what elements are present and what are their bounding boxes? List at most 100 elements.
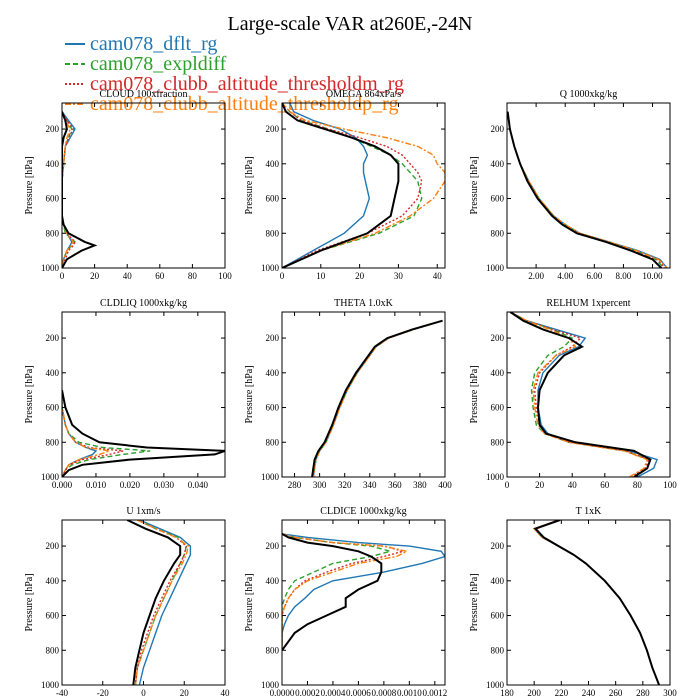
panel: RELHUM 1xpercent Pressure [hPa] 0 20 40 60 80 1… — [469, 298, 677, 490]
x-tick-label: 280 — [288, 480, 302, 490]
y-tick-label: 600 — [266, 403, 280, 413]
y-axis-label: Pressure [hPa] — [244, 156, 255, 214]
series-line — [532, 520, 660, 685]
x-tick-label: 0 — [280, 271, 285, 281]
x-tick-label: 0 — [60, 271, 65, 281]
y-tick-label: 600 — [46, 611, 60, 621]
legend-entry: cam078_expldiff — [90, 53, 227, 75]
x-tick-label: 300 — [313, 480, 327, 490]
panel-title: OMEGA 864xPa/s — [326, 89, 401, 100]
y-tick-label: 400 — [491, 576, 505, 586]
series-group — [532, 520, 661, 685]
y-tick-label: 400 — [266, 159, 280, 169]
panel: U 1xm/s Pressure [hPa] -40 -20 0 20 40 200 400 60… — [24, 506, 230, 698]
series-line — [62, 111, 76, 268]
y-axis-label: Pressure [hPa] — [244, 365, 255, 423]
series-line — [282, 103, 371, 268]
x-tick-label: 0.040 — [188, 480, 209, 490]
x-tick-label: 2.00 — [528, 271, 544, 281]
y-tick-label: 400 — [491, 368, 505, 378]
x-tick-label: 0.0002 — [295, 688, 320, 698]
y-tick-label: 400 — [46, 159, 60, 169]
figure-title: Large-scale VAR at260E,-24N — [228, 13, 473, 35]
x-tick-label: 220 — [555, 688, 569, 698]
series-line — [509, 312, 652, 477]
x-tick-label: 6.00 — [586, 271, 602, 281]
legend-entry: cam078_dflt_rg — [90, 33, 217, 55]
series-line — [62, 111, 76, 268]
series-line — [282, 103, 445, 268]
series-line-reference — [282, 103, 400, 268]
x-tick-label: 200 — [527, 688, 541, 698]
y-tick-label: 200 — [491, 333, 505, 343]
x-tick-label: 4.00 — [557, 271, 573, 281]
y-tick-label: 600 — [46, 194, 60, 204]
x-tick-label: 0 — [505, 480, 510, 490]
panel: Q 1000xkg/kg Pressure [hPa] 2.00 4.00 6.00 8.… — [469, 89, 671, 281]
x-tick-label: 0.0008 — [372, 688, 397, 698]
series-group — [62, 390, 225, 477]
series-line-reference — [126, 520, 182, 685]
legend-entry: cam078_clubb_altitude_thresholdp_rg — [90, 93, 398, 115]
y-tick-label: 1000 — [261, 263, 280, 273]
panel-title: THETA 1.0xK — [334, 298, 393, 309]
x-tick-label: 0.030 — [154, 480, 175, 490]
x-tick-label: 0.0010 — [397, 688, 422, 698]
x-tick-label: 0.0004 — [321, 688, 346, 698]
series-line — [282, 533, 445, 651]
series-line — [532, 520, 660, 685]
series-group — [509, 312, 658, 477]
y-tick-label: 200 — [266, 333, 280, 343]
series-line — [532, 520, 660, 685]
x-tick-label: 260 — [609, 688, 623, 698]
y-tick-label: 400 — [266, 576, 280, 586]
series-line — [138, 520, 192, 685]
series-line-reference — [62, 111, 98, 268]
series-line — [282, 103, 423, 268]
x-tick-label: 300 — [663, 688, 677, 698]
panel-grid: CLOUD 100xfraction Pressure [hPa] 0 20 40 60 8… — [24, 89, 677, 698]
y-tick-label: 1000 — [261, 680, 280, 690]
series-group — [282, 533, 445, 651]
panel-title: CLOUD 100xfraction — [99, 89, 187, 100]
x-tick-label: 80 — [188, 271, 198, 281]
y-tick-label: 800 — [266, 228, 280, 238]
y-tick-label: 400 — [46, 576, 60, 586]
y-axis-label: Pressure [hPa] — [24, 365, 35, 423]
series-group — [62, 111, 98, 268]
y-axis-label: Pressure [hPa] — [469, 365, 480, 423]
x-tick-label: 10.00 — [642, 271, 663, 281]
y-tick-label: 800 — [266, 437, 280, 447]
x-tick-label: 20 — [90, 271, 100, 281]
x-tick-label: 40 — [221, 688, 231, 698]
series-line — [507, 111, 668, 268]
panel-title: U 1xm/s — [126, 506, 160, 517]
series-line-reference — [533, 520, 661, 685]
x-tick-label: -40 — [56, 688, 68, 698]
y-tick-label: 200 — [46, 541, 60, 551]
y-tick-label: 200 — [266, 541, 280, 551]
x-tick-label: 20 — [355, 271, 365, 281]
y-tick-label: 800 — [266, 645, 280, 655]
x-tick-label: 8.00 — [616, 271, 632, 281]
y-tick-label: 600 — [46, 403, 60, 413]
x-tick-label: 0.000 — [52, 480, 73, 490]
panel-title: CLDICE 1000xkg/kg — [320, 506, 406, 517]
plot-frame — [281, 519, 446, 686]
x-tick-label: 10 — [316, 271, 326, 281]
x-tick-label: 360 — [388, 480, 402, 490]
plot-frame — [61, 311, 226, 478]
x-tick-label: 60 — [600, 480, 610, 490]
y-axis-label: Pressure [hPa] — [469, 573, 480, 631]
plot-frame — [506, 311, 671, 478]
y-tick-label: 1000 — [41, 680, 60, 690]
x-tick-label: 80 — [633, 480, 643, 490]
y-tick-label: 1000 — [41, 472, 60, 482]
series-line — [532, 520, 660, 685]
y-tick-label: 200 — [266, 124, 280, 134]
plot-frame — [61, 519, 226, 686]
series-line-reference — [311, 319, 443, 477]
x-tick-label: 40 — [568, 480, 578, 490]
y-axis-label: Pressure [hPa] — [244, 573, 255, 631]
y-tick-label: 800 — [491, 437, 505, 447]
